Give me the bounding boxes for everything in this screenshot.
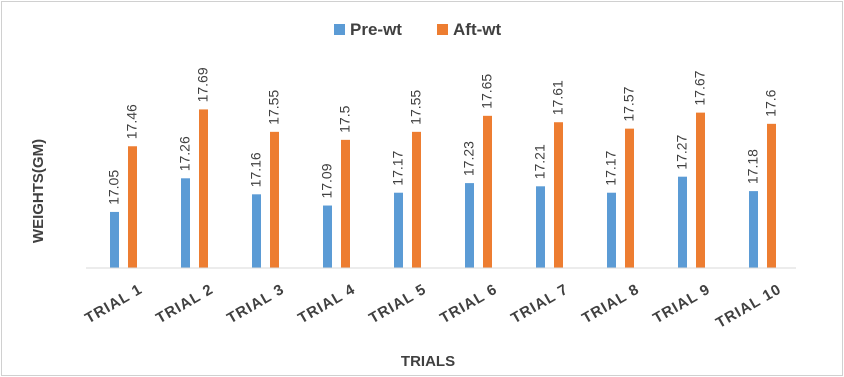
bar-aft-wt-8: [625, 128, 634, 268]
x-tick-label-1: TRIAL 1: [82, 281, 145, 327]
bar-aft-wt-10: [767, 123, 776, 268]
bar-aft-wt-6: [483, 115, 492, 269]
x-tick-label-4: TRIAL 4: [295, 281, 358, 327]
x-axis-title: TRIALS: [401, 353, 455, 370]
value-label-pre-wt-8: 17.17: [603, 150, 619, 185]
bar-aft-wt-2: [199, 109, 208, 269]
bar-pre-wt-4: [323, 205, 332, 268]
bar-pre-wt-8: [607, 192, 616, 268]
value-label-aft-wt-8: 17.57: [621, 86, 637, 121]
x-tick-label-7: TRIAL 7: [508, 281, 571, 327]
value-label-pre-wt-3: 17.16: [248, 152, 264, 187]
x-tick-label-10: TRIAL 10: [713, 281, 785, 332]
bar-pre-wt-1: [110, 211, 119, 268]
bars: [110, 109, 776, 269]
x-tick-label-2: TRIAL 2: [153, 281, 216, 327]
legend-swatch-aft-wt: [437, 24, 448, 35]
x-tick-label-6: TRIAL 6: [437, 281, 500, 327]
bar-aft-wt-4: [341, 139, 350, 268]
value-label-pre-wt-2: 17.26: [177, 136, 193, 171]
bar-pre-wt-5: [394, 192, 403, 268]
value-label-aft-wt-5: 17.55: [408, 90, 424, 125]
value-label-aft-wt-7: 17.61: [550, 80, 566, 115]
bar-pre-wt-10: [749, 191, 758, 268]
x-tick-label-3: TRIAL 3: [224, 281, 287, 327]
x-tick-label-5: TRIAL 5: [366, 281, 429, 327]
y-axis-title: WEIGHTS(GM): [30, 139, 47, 243]
bar-pre-wt-7: [536, 186, 545, 268]
value-label-pre-wt-7: 17.21: [532, 144, 548, 179]
bar-pre-wt-3: [252, 194, 261, 268]
value-label-aft-wt-2: 17.69: [195, 67, 211, 102]
bar-pre-wt-2: [181, 178, 190, 268]
bar-aft-wt-3: [270, 131, 279, 268]
value-label-pre-wt-10: 17.18: [745, 149, 761, 184]
bar-aft-wt-5: [412, 131, 421, 268]
bar-aft-wt-9: [696, 112, 705, 269]
bar-aft-wt-7: [554, 122, 563, 269]
value-label-aft-wt-6: 17.65: [479, 74, 495, 109]
x-tick-label-9: TRIAL 9: [650, 281, 713, 327]
bar-pre-wt-6: [465, 183, 474, 268]
value-label-aft-wt-10: 17.6: [763, 89, 779, 116]
value-label-pre-wt-5: 17.17: [390, 150, 406, 185]
value-labels: 17.05 17.46 17.26 17.69 17.16 17.55 17.09 17.5 1…: [106, 67, 779, 205]
value-label-pre-wt-6: 17.23: [461, 141, 477, 176]
legend-label-pre-wt: Pre-wt: [350, 20, 402, 39]
bar-aft-wt-1: [128, 146, 137, 268]
x-tick-label-8: TRIAL 8: [579, 281, 642, 327]
x-tick-labels: TRIAL 1 TRIAL 2 TRIAL 3 TRIAL 4 TRIAL 5 TRIAL…: [82, 281, 784, 332]
legend-label-aft-wt: Aft-wt: [453, 20, 501, 39]
value-label-aft-wt-3: 17.55: [266, 90, 282, 125]
bar-pre-wt-9: [678, 176, 687, 268]
value-label-pre-wt-9: 17.27: [674, 134, 690, 169]
legend: Pre-wt Aft-wt: [334, 20, 501, 39]
value-label-aft-wt-4: 17.5: [337, 105, 353, 132]
value-label-pre-wt-1: 17.05: [106, 170, 122, 205]
legend-swatch-pre-wt: [334, 24, 345, 35]
value-label-aft-wt-9: 17.67: [692, 70, 708, 105]
value-label-pre-wt-4: 17.09: [319, 163, 335, 198]
value-label-aft-wt-1: 17.46: [124, 104, 140, 139]
